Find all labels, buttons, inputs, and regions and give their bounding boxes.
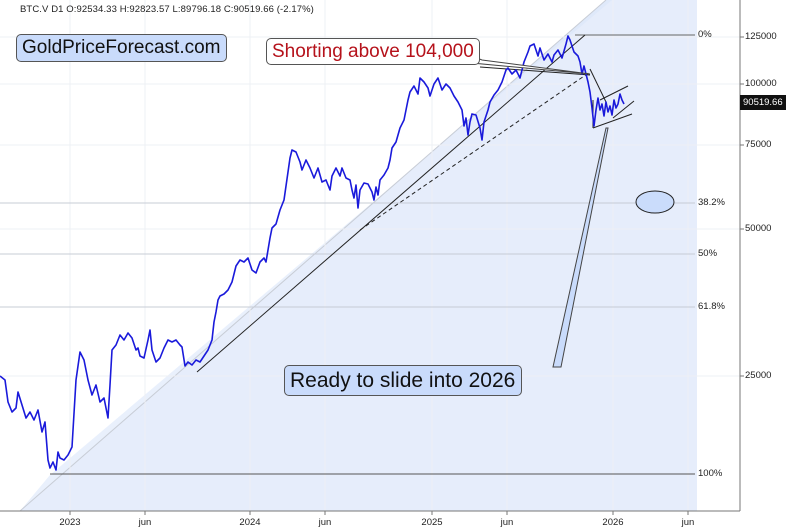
ohlc-header: BTC.V D1 O:92534.33 H:92823.57 L:89796.1… [20, 4, 314, 15]
price-line [0, 35, 625, 471]
shorting-callout: Shorting above 104,000 [266, 38, 480, 65]
x-tick-label: jun [500, 517, 514, 528]
target-ellipse [635, 190, 675, 214]
x-tick-label: 2025 [421, 517, 443, 528]
fib-label: 38.2% [698, 197, 725, 208]
fib-label: 61.8% [698, 301, 725, 312]
fib-label: 100% [698, 468, 723, 479]
ready-callout: Ready to slide into 2026 [284, 365, 523, 396]
x-tick-label: 2026 [602, 517, 624, 528]
fib-label: 0% [698, 29, 712, 40]
x-tick-label: jun [318, 517, 332, 528]
x-tick-label: 2024 [239, 517, 261, 528]
x-tick-label: jun [681, 517, 695, 528]
x-tick-label: jun [138, 517, 152, 528]
last-price-tag: 90519.66 [740, 95, 786, 110]
y-tick-label: 75000 [745, 139, 772, 150]
y-tick-label: 100000 [745, 78, 777, 89]
x-tick-label: 2023 [59, 517, 81, 528]
brand-label: GoldPriceForecast.com [16, 34, 227, 62]
y-tick-label: 50000 [745, 223, 772, 234]
y-tick-label: 25000 [745, 370, 772, 381]
diagonal-boundary [19, 0, 607, 512]
axis-ticks [69, 36, 744, 515]
y-tick-label: 125000 [745, 31, 777, 42]
trend-lines [196, 34, 635, 373]
shaded-trend-region [20, 0, 697, 511]
fib-label: 50% [698, 248, 718, 259]
